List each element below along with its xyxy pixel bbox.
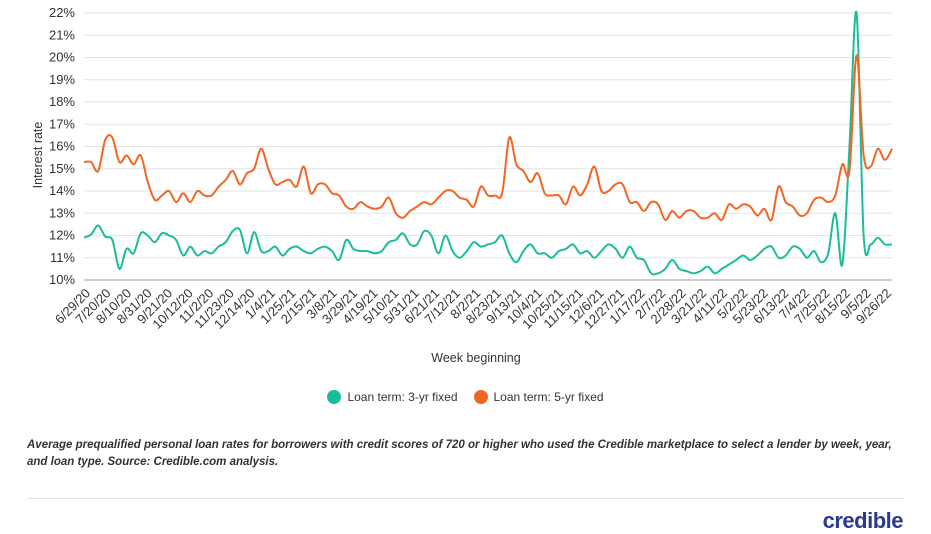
series-line-5yr <box>83 54 893 222</box>
legend-item-3yr[interactable]: Loan term: 3-yr fixed <box>327 390 458 404</box>
legend-swatch-3yr <box>327 390 342 404</box>
x-axis-title: Week beginning <box>431 351 520 365</box>
y-tick-label: 19% <box>49 72 75 87</box>
y-tick-label: 22% <box>49 5 75 20</box>
y-tick-label: 18% <box>49 94 75 109</box>
divider <box>27 498 904 499</box>
line-chart: 10%11%12%13%14%15%16%17%18%19%20%21%22% … <box>31 5 894 365</box>
legend: Loan term: 3-yr fixed Loan term: 5-yr fi… <box>0 390 931 404</box>
y-axis-ticks: 10% 11% 12% 13% 14% 15% 16% 17% 18% 19% 20% 21% 22% <box>49 5 75 287</box>
legend-label-5yr: Loan term: 5-yr fixed <box>493 390 604 404</box>
x-axis-ticks: 6/29/207/20/208/10/208/31/209/21/2010/12… <box>52 286 894 332</box>
legend-label-3yr: Loan term: 3-yr fixed <box>347 390 458 404</box>
y-tick-label: 21% <box>49 27 75 42</box>
gridlines <box>84 12 892 281</box>
y-axis-title: Interest rate <box>31 122 45 189</box>
chart-caption: Average prequalified personal loan rates… <box>27 439 892 468</box>
y-tick-label: 14% <box>49 183 75 198</box>
y-tick-label: 20% <box>49 50 75 65</box>
legend-swatch-5yr <box>473 390 488 404</box>
credible-logo: credible <box>822 508 904 533</box>
series-lines <box>83 10 893 276</box>
y-tick-label: 11% <box>50 250 75 265</box>
y-tick-label: 12% <box>49 228 75 243</box>
y-tick-label: 16% <box>49 139 75 154</box>
y-tick-label: 10% <box>49 272 75 287</box>
y-tick-label: 17% <box>49 116 75 131</box>
y-tick-label: 15% <box>49 161 75 176</box>
y-tick-label: 13% <box>49 205 75 220</box>
legend-item-5yr[interactable]: Loan term: 5-yr fixed <box>473 390 604 404</box>
series-line-3yr <box>83 10 893 276</box>
